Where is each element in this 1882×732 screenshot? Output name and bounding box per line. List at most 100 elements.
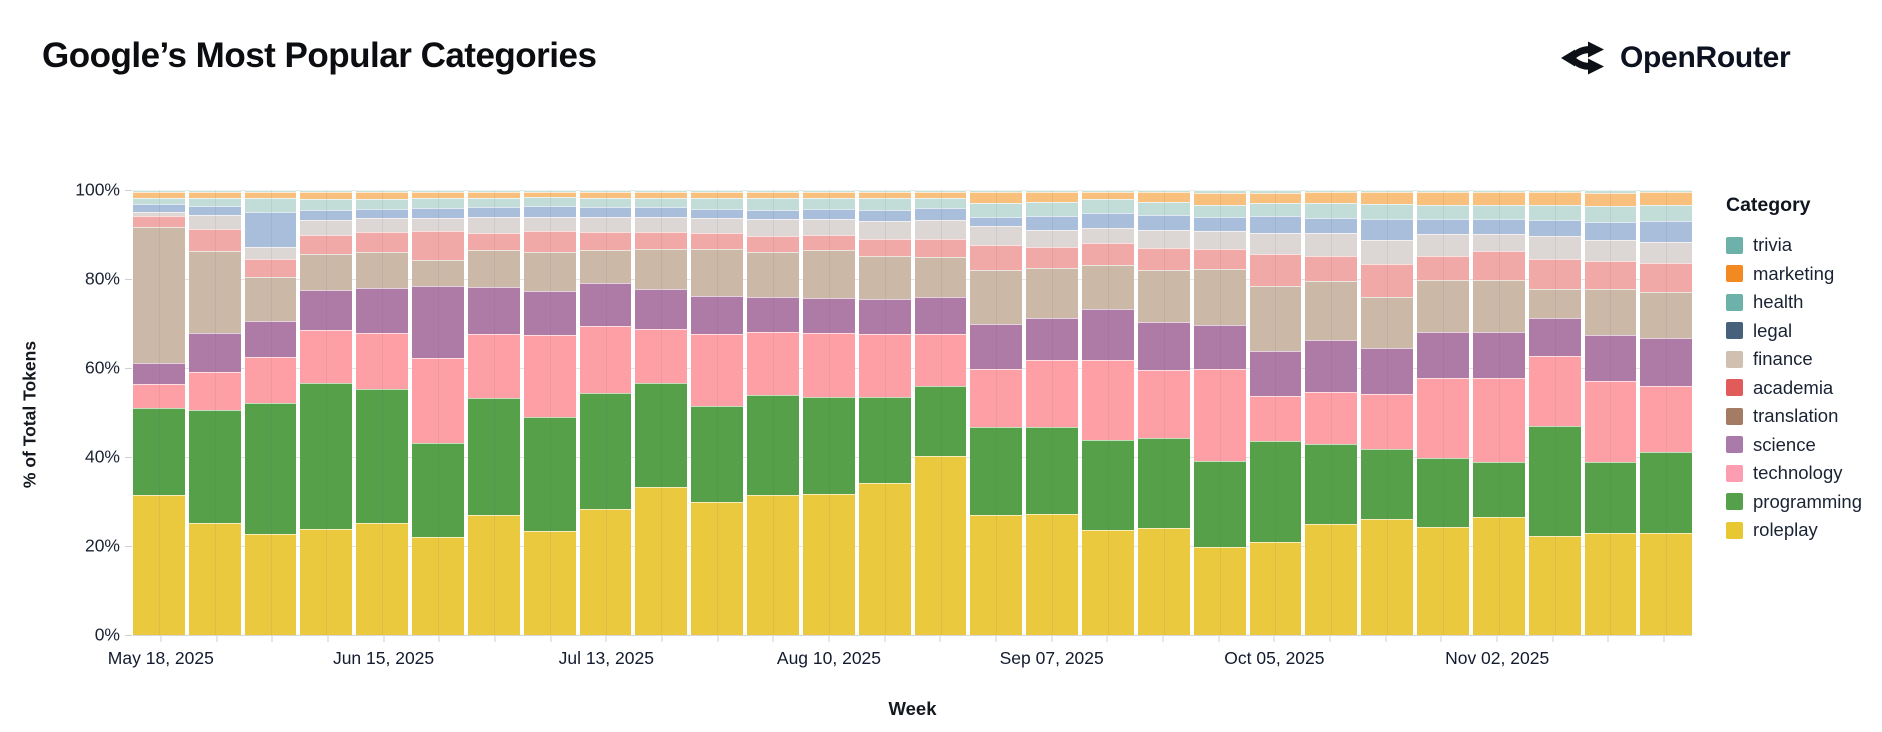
segment-science[interactable] [747,297,799,332]
segment-academia[interactable] [244,259,297,277]
legend-item-marketing[interactable]: marketing [1726,260,1876,289]
segment-academia[interactable] [467,232,520,250]
segment-technology[interactable] [133,384,185,408]
bar-week-nov-16-2025[interactable] [1584,190,1637,635]
segment-science[interactable] [412,285,464,358]
bar-week-jun-29-2025[interactable] [467,190,520,635]
bar-week-aug-10-2025[interactable] [802,190,855,635]
segment-technology[interactable] [1193,369,1246,462]
segment-trivia[interactable] [1584,190,1637,193]
segment-marketing[interactable] [1584,192,1637,207]
segment-health[interactable] [1417,204,1469,220]
segment-academia[interactable] [858,238,911,256]
segment-translation[interactable] [802,250,855,299]
segment-programming[interactable] [1249,441,1302,542]
segment-legal[interactable] [747,210,799,220]
segment-science[interactable] [579,283,632,326]
segment-health[interactable] [133,197,185,204]
segment-science[interactable] [858,298,911,335]
segment-marketing[interactable] [1193,192,1246,206]
segment-roleplay[interactable] [412,536,464,635]
segment-technology[interactable] [691,333,744,407]
segment-health[interactable] [523,197,576,206]
segment-roleplay[interactable] [914,456,967,635]
segment-technology[interactable] [356,333,409,389]
segment-trivia[interactable] [802,190,855,193]
segment-legal[interactable] [356,208,409,219]
segment-trivia[interactable] [1472,190,1525,192]
segment-technology[interactable] [1640,386,1693,453]
segment-science[interactable] [802,298,855,333]
segment-science[interactable] [356,287,409,334]
segment-legal[interactable] [133,203,185,213]
segment-programming[interactable] [914,386,967,457]
bar-week-aug-17-2025[interactable] [858,190,911,635]
bar-week-oct-26-2025[interactable] [1417,189,1469,635]
segment-science[interactable] [523,290,576,335]
segment-health[interactable] [747,197,799,211]
segment-technology[interactable] [1472,378,1525,462]
segment-technology[interactable] [1082,360,1134,441]
segment-finance[interactable] [1528,235,1581,260]
segment-health[interactable] [691,198,744,209]
segment-roleplay[interactable] [1361,518,1414,635]
segment-translation[interactable] [970,270,1023,325]
segment-health[interactable] [1584,206,1637,223]
segment-academia[interactable] [300,234,353,255]
segment-programming[interactable] [1361,449,1414,519]
segment-finance[interactable] [244,247,297,260]
segment-health[interactable] [914,197,967,209]
segment-programming[interactable] [635,383,688,488]
segment-marketing[interactable] [579,192,632,198]
segment-academia[interactable] [188,228,241,252]
segment-legal[interactable] [467,207,520,217]
legend-item-roleplay[interactable]: roleplay [1726,516,1876,545]
segment-programming[interactable] [970,427,1023,516]
segment-marketing[interactable] [1249,192,1302,204]
segment-marketing[interactable] [356,192,409,199]
bar-week-sep-28-2025[interactable] [1193,190,1246,635]
segment-science[interactable] [1528,317,1581,356]
segment-marketing[interactable] [858,192,911,198]
segment-trivia[interactable] [188,189,241,193]
segment-academia[interactable] [1584,260,1637,290]
segment-legal[interactable] [1193,217,1246,232]
segment-finance[interactable] [1249,232,1302,255]
bar-week-nov-23-2025[interactable] [1640,189,1693,635]
bar-week-oct-05-2025[interactable] [1249,190,1302,635]
segment-technology[interactable] [300,329,353,383]
segment-marketing[interactable] [691,192,744,199]
segment-technology[interactable] [1249,395,1302,442]
segment-finance[interactable] [1026,229,1079,247]
segment-finance[interactable] [1472,234,1525,252]
segment-trivia[interactable] [1193,190,1246,193]
segment-science[interactable] [188,332,241,372]
segment-translation[interactable] [1472,279,1525,332]
segment-technology[interactable] [579,325,632,394]
segment-legal[interactable] [691,208,744,218]
legend-item-translation[interactable]: translation [1726,402,1876,431]
segment-marketing[interactable] [1640,191,1693,205]
segment-roleplay[interactable] [1137,527,1190,635]
segment-programming[interactable] [1082,440,1134,530]
segment-science[interactable] [1640,338,1693,387]
segment-legal[interactable] [1528,220,1581,236]
segment-translation[interactable] [579,249,632,284]
bar-week-jul-06-2025[interactable] [523,190,576,635]
bar-week-aug-03-2025[interactable] [747,190,799,635]
segment-trivia[interactable] [133,190,185,193]
segment-roleplay[interactable] [1082,529,1134,635]
bar-week-jun-08-2025[interactable] [300,190,353,635]
segment-legal[interactable] [858,210,911,221]
segment-finance[interactable] [802,218,855,236]
segment-trivia[interactable] [1361,190,1414,192]
segment-finance[interactable] [970,226,1023,245]
segment-finance[interactable] [691,217,744,234]
segment-academia[interactable] [1249,254,1302,287]
segment-science[interactable] [1417,331,1469,379]
legend-item-programming[interactable]: programming [1726,488,1876,517]
segment-translation[interactable] [412,259,464,286]
segment-translation[interactable] [1584,289,1637,336]
segment-legal[interactable] [1249,215,1302,233]
segment-roleplay[interactable] [1584,533,1637,635]
